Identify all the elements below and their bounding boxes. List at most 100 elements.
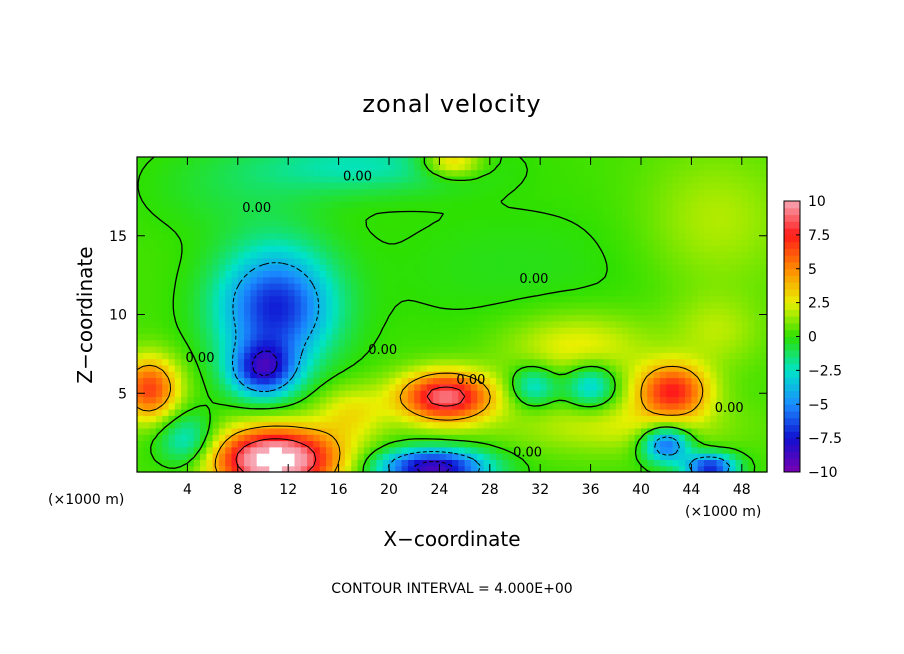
heatmap-cell: [559, 251, 566, 259]
heatmap-cell: [401, 157, 409, 164]
heatmap-cell: [735, 377, 743, 385]
heatmap-cell: [527, 283, 535, 290]
heatmap-cell: [452, 390, 459, 397]
heatmap-cell: [187, 440, 195, 448]
heatmap-cell: [401, 346, 409, 353]
heatmap-cell: [622, 289, 629, 297]
heatmap-cell: [477, 163, 485, 171]
heatmap-cell: [704, 446, 711, 454]
heatmap-cell: [332, 194, 340, 202]
heatmap-cell: [206, 188, 214, 196]
heatmap-cell: [710, 333, 718, 341]
heatmap-cell: [716, 232, 724, 240]
heatmap-cell: [653, 289, 661, 297]
heatmap-cell: [678, 409, 686, 416]
heatmap-cell: [326, 346, 333, 353]
heatmap-cell: [439, 314, 447, 322]
heatmap-cell: [483, 201, 491, 208]
heatmap-cell: [181, 346, 188, 353]
heatmap-cell: [433, 220, 440, 227]
heatmap-cell: [760, 358, 768, 366]
heatmap-cell: [326, 194, 333, 202]
heatmap-cell: [628, 157, 636, 164]
heatmap-cell: [452, 453, 459, 460]
heatmap-cell: [596, 295, 604, 303]
heatmap-cell: [609, 226, 617, 234]
heatmap-cell: [344, 358, 352, 366]
heatmap-cell: [237, 333, 245, 341]
heatmap-cell: [351, 232, 359, 240]
heatmap-cell: [748, 175, 755, 183]
heatmap-cell: [231, 465, 239, 473]
heatmap-cell: [697, 465, 705, 473]
heatmap-cell: [225, 314, 233, 322]
heatmap-cell: [332, 207, 340, 215]
heatmap-cell: [269, 434, 277, 442]
heatmap-cell: [338, 308, 346, 316]
heatmap-cell: [357, 314, 365, 322]
heatmap-cell: [143, 453, 151, 460]
heatmap-cell: [143, 295, 151, 303]
heatmap-cell: [590, 390, 598, 397]
heatmap-cell: [149, 409, 157, 416]
heatmap-cell: [149, 339, 157, 347]
heatmap-cell: [508, 169, 516, 177]
heatmap-cell: [722, 358, 730, 366]
heatmap-cell: [313, 427, 321, 435]
heatmap-cell: [710, 245, 718, 253]
heatmap-cell: [326, 421, 333, 429]
heatmap-cell: [363, 320, 371, 328]
heatmap-cell: [634, 377, 642, 385]
heatmap-cell: [149, 415, 157, 423]
heatmap-cell: [559, 446, 566, 454]
heatmap-cell: [659, 238, 667, 246]
heatmap-cell: [250, 434, 258, 442]
heatmap-cell: [666, 226, 674, 234]
heatmap-cell: [527, 434, 535, 442]
heatmap-cell: [722, 213, 730, 221]
heatmap-cell: [250, 402, 258, 410]
heatmap-cell: [256, 207, 264, 215]
heatmap-cell: [540, 226, 548, 234]
heatmap-cell: [647, 314, 655, 322]
heatmap-cell: [414, 427, 422, 435]
heatmap-cell: [319, 446, 327, 454]
heatmap-cell: [401, 264, 409, 271]
heatmap-cell: [634, 220, 642, 227]
heatmap-cell: [225, 213, 233, 221]
heatmap-cell: [521, 358, 529, 366]
heatmap-cell: [483, 276, 491, 284]
heatmap-cell: [269, 346, 277, 353]
heatmap-cell: [288, 333, 296, 341]
heatmap-cell: [489, 201, 497, 208]
heatmap-cell: [578, 320, 585, 328]
heatmap-cell: [206, 333, 214, 341]
heatmap-cell: [452, 301, 459, 309]
heatmap-cell: [521, 163, 529, 171]
heatmap-cell: [691, 207, 699, 215]
heatmap-cell: [319, 308, 327, 316]
heatmap-cell: [615, 339, 623, 347]
heatmap-cell: [483, 396, 491, 404]
heatmap-cell: [370, 226, 377, 234]
heatmap-cell: [533, 257, 541, 265]
heatmap-cell: [225, 446, 233, 454]
heatmap-cell: [659, 257, 667, 265]
heatmap-cell: [426, 440, 434, 448]
heatmap-cell: [754, 434, 762, 442]
heatmap-cell: [275, 295, 283, 303]
heatmap-cell: [237, 346, 245, 353]
heatmap-cell: [231, 434, 239, 442]
heatmap-cell: [622, 238, 629, 246]
heatmap-cell: [571, 289, 579, 297]
heatmap-cell: [193, 238, 201, 246]
heatmap-cell: [691, 289, 699, 297]
heatmap-cell: [326, 396, 333, 404]
heatmap-cell: [496, 421, 503, 429]
heatmap-cell: [389, 396, 396, 404]
heatmap-cell: [515, 358, 522, 366]
heatmap-cell: [760, 188, 768, 196]
heatmap-cell: [464, 314, 472, 322]
heatmap-cell: [382, 188, 390, 196]
heatmap-cell: [590, 301, 598, 309]
